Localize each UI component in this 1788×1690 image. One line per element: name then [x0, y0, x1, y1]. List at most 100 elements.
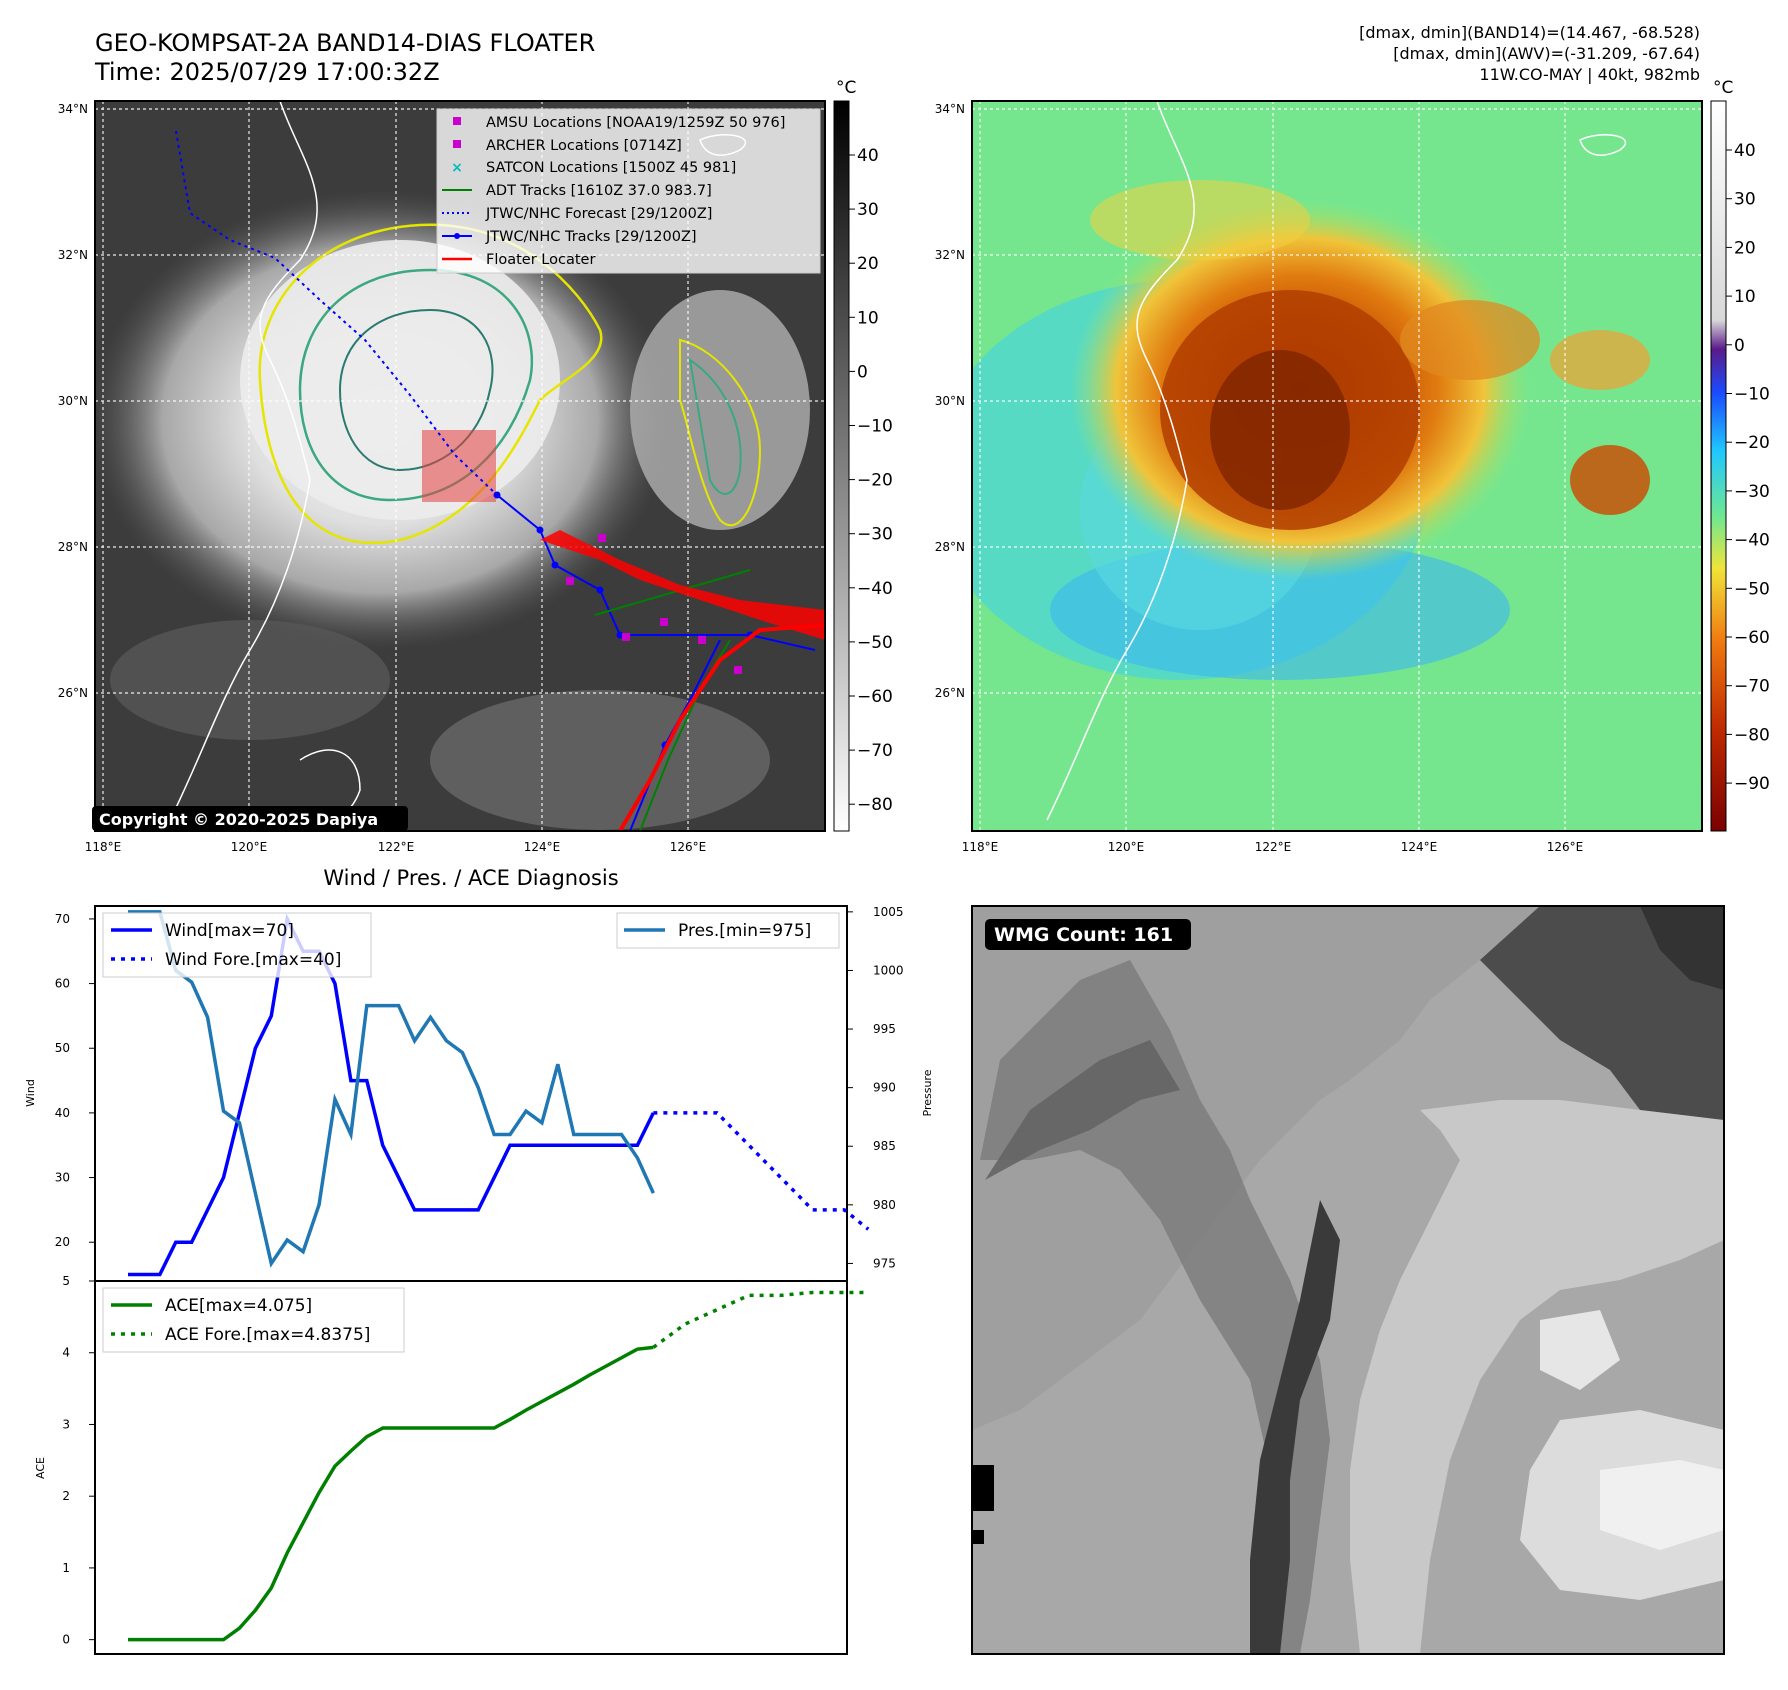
diagnosis-title: Wind / Pres. / ACE Diagnosis: [323, 866, 618, 890]
lat-label: 34°N: [58, 102, 88, 116]
legend-tracks: JTWC/NHC Tracks [29/1200Z]: [485, 229, 697, 245]
colorbar-tick-label: 20: [857, 254, 879, 274]
colorbar-tick-label: −60: [1734, 628, 1770, 648]
colorbar-tick-label: −10: [1734, 385, 1770, 405]
colorbar-tick-label: −30: [857, 525, 893, 545]
lon-label: 124°E: [1401, 840, 1438, 854]
enhanced-colorbar: °C 40 30 20 10 0 −10 −20 −30 −40 −50 −60 −70 −80 −90: [1710, 78, 1770, 832]
lon-label: 118°E: [962, 840, 999, 854]
info-band14: [dmax, dmin](BAND14)=(14.467, -68.528): [1359, 23, 1700, 42]
colorbar-tick-label: 30: [857, 200, 879, 220]
colorbar-tick-label: 0: [857, 362, 868, 382]
legend-ace-forecast: ACE Fore.[max=4.8375]: [165, 1325, 370, 1345]
pressure-tick-label: 995: [873, 1022, 896, 1036]
colorbar-tick-label: −20: [1734, 433, 1770, 453]
lat-label: 26°N: [935, 686, 965, 700]
legend-satcon: SATCON Locations [1500Z 45 981]: [486, 160, 736, 176]
legend-pressure: Pres.[min=975]: [678, 921, 811, 941]
legend-marker-satcon: ×: [451, 160, 463, 176]
enhanced-map-panel: 34°N 32°N 30°N 28°N 26°N 118°E 120°E 122…: [935, 78, 1770, 854]
wind-tick-label: 70: [55, 912, 70, 926]
ace-tick-label: 5: [62, 1274, 70, 1288]
figure-title: GEO-KOMPSAT-2A BAND14-DIAS FLOATER: [95, 29, 595, 57]
colorbar-tick-label: −90: [1734, 774, 1770, 794]
legend-amsu: AMSU Locations [NOAA19/1259Z 50 976]: [486, 115, 785, 131]
legend-ace: ACE[max=4.075]: [165, 1296, 312, 1316]
ace-tick-label: 3: [62, 1417, 70, 1431]
legend-archer: ARCHER Locations [0714Z]: [486, 138, 682, 154]
info-awv: [dmax, dmin](AWV)=(-31.209, -67.64): [1393, 44, 1700, 63]
pressure-tick-label: 975: [873, 1256, 896, 1270]
ace-axis-label: ACE: [34, 1457, 47, 1479]
lon-label: 120°E: [1108, 840, 1145, 854]
colorbar-tick-label: 10: [1734, 287, 1756, 307]
ace-chart: ACE 0 1 2 3 4 5 ACE[max=4.075] ACE Fore.[max=…: [34, 1274, 869, 1655]
lat-label: 28°N: [58, 540, 88, 554]
wind-tick-label: 30: [55, 1171, 70, 1185]
colorbar-tick-label: −10: [857, 417, 893, 437]
pressure-tick-label: 1005: [873, 905, 904, 919]
colorbar-tick-label: −70: [857, 741, 893, 761]
ace-series-line-0: [128, 1345, 654, 1642]
lon-label: 126°E: [670, 840, 707, 854]
copyright-label: Copyright © 2020-2025 Dapiya: [99, 810, 378, 829]
wmg-panel: WMG Count: 161: [971, 905, 1725, 1655]
ace-tick-label: 2: [62, 1489, 70, 1503]
ace-tick-label: 4: [62, 1346, 70, 1360]
lon-label: 124°E: [524, 840, 561, 854]
colorbar-tick-label: −20: [857, 471, 893, 491]
colorbar-tick-label: 30: [1734, 190, 1756, 210]
colorbar-tick-label: 10: [857, 308, 879, 328]
ir-lat-labels: 34°N 32°N 30°N 28°N 26°N: [58, 102, 88, 700]
colorbar-tick-label: −50: [857, 633, 893, 653]
lon-label: 122°E: [378, 840, 415, 854]
ir-colorbar: °C 40 30 20 10 0 −10 −20 −30 −40 −50 −60 −70 −80: [833, 78, 893, 832]
series-line-2: [128, 910, 655, 1268]
pressure-legend: Pres.[min=975]: [616, 912, 840, 949]
colorbar-tick-label: 20: [1734, 238, 1756, 258]
colorbar-tick-label: −80: [857, 795, 893, 815]
legend-marker-archer: [453, 140, 461, 148]
wind-pressure-chart: Wind Pressure 20 30 40 50 60 70 975 980 985 990 9…: [24, 905, 934, 1282]
colorbar-tick-label: −50: [1734, 579, 1770, 599]
pressure-axis-label: Pressure: [921, 1069, 934, 1116]
info-storm: 11W.CO-MAY | 40kt, 982mb: [1479, 65, 1700, 84]
wind-legend: Wind[max=70] Wind Fore.[max=40]: [102, 912, 372, 978]
legend-floater: Floater Locater: [486, 252, 595, 268]
wind-tick-label: 50: [55, 1041, 70, 1055]
lon-label: 118°E: [85, 840, 122, 854]
map-legend: AMSU Locations [NOAA19/1259Z 50 976] ARC…: [436, 108, 821, 274]
wind-tick-label: 60: [55, 977, 70, 991]
colorbar-tick-label: 40: [857, 146, 879, 166]
colorbar-tick-label: −80: [1734, 725, 1770, 745]
legend-adt: ADT Tracks [1610Z 37.0 983.7]: [486, 183, 712, 199]
colorbar-tick-label: 40: [1734, 141, 1756, 161]
legend-forecast: JTWC/NHC Forecast [29/1200Z]: [485, 206, 712, 222]
lat-label: 32°N: [58, 248, 88, 262]
ace-tick-label: 1: [62, 1561, 70, 1575]
wind-tick-label: 20: [55, 1235, 70, 1249]
lon-label: 120°E: [231, 840, 268, 854]
colorbar-tick-label: −30: [1734, 482, 1770, 502]
wind-axis-label: Wind: [24, 1079, 37, 1107]
ir-lon-labels: 118°E 120°E 122°E 124°E 126°E: [85, 840, 707, 854]
lon-label: 126°E: [1547, 840, 1584, 854]
series-line-1: [653, 1111, 870, 1231]
lat-label: 30°N: [58, 394, 88, 408]
pressure-tick-label: 1000: [873, 963, 904, 977]
pressure-tick-label: 990: [873, 1081, 896, 1095]
colorbar-tick-label: −40: [857, 579, 893, 599]
ir-map-panel: 34°N 32°N 30°N 28°N 26°N 118°E 120°E 122…: [58, 78, 893, 854]
colorbar-tick-label: 0: [1734, 336, 1745, 356]
legend-wind-forecast: Wind Fore.[max=40]: [165, 950, 341, 970]
colorbar-tick-label: −60: [857, 687, 893, 707]
wind-tick-label: 40: [55, 1106, 70, 1120]
colorbar-tick-label: −40: [1734, 531, 1770, 551]
colorbar-unit: °C: [1713, 78, 1733, 98]
colorbar-unit: °C: [836, 78, 856, 98]
series-line-0: [128, 913, 655, 1277]
legend-marker-amsu: [453, 117, 461, 125]
lon-label: 122°E: [1255, 840, 1292, 854]
figure-time: Time: 2025/07/29 17:00:32Z: [94, 58, 440, 86]
